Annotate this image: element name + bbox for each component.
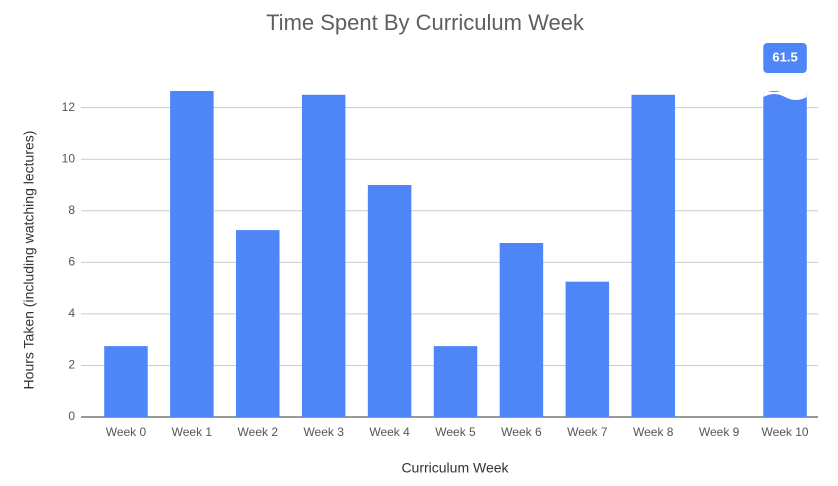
bar <box>170 91 214 417</box>
bar <box>763 91 807 417</box>
chart-title: Time Spent By Curriculum Week <box>266 10 585 35</box>
x-tick-label: Week 9 <box>699 425 740 439</box>
bar <box>301 94 346 418</box>
y-tick-label: 10 <box>62 151 76 165</box>
x-tick-label: Week 6 <box>501 425 542 439</box>
bar <box>433 346 478 417</box>
x-tick-label: Week 0 <box>106 425 147 439</box>
x-tick-label: Week 7 <box>567 425 608 439</box>
x-tick-label: Week 3 <box>303 425 344 439</box>
bar-break <box>763 86 807 100</box>
y-tick-label: 12 <box>62 100 76 114</box>
bar <box>367 185 412 417</box>
bar <box>499 243 544 417</box>
x-tick-label: Week 10 <box>761 425 808 439</box>
bar <box>236 230 280 417</box>
x-tick-label: Week 1 <box>172 425 213 439</box>
y-tick-label: 4 <box>68 306 75 320</box>
bar <box>104 346 148 417</box>
value-label-box <box>763 43 807 73</box>
y-tick-label: 2 <box>68 358 75 372</box>
x-tick-label: Week 8 <box>633 425 674 439</box>
x-axis-title: Curriculum Week <box>401 460 509 476</box>
x-tick-label: Week 5 <box>435 425 476 439</box>
y-axis-title: Hours Taken (including watching lectures… <box>21 131 37 390</box>
value-label: 61.5 <box>772 49 797 64</box>
x-tick-label: Week 2 <box>238 425 279 439</box>
y-tick-label: 6 <box>68 255 75 269</box>
y-tick-label: 8 <box>68 203 75 217</box>
x-tick-label: Week 4 <box>369 425 410 439</box>
bar <box>631 94 675 418</box>
y-tick-label: 0 <box>68 409 75 423</box>
bar <box>565 281 610 417</box>
